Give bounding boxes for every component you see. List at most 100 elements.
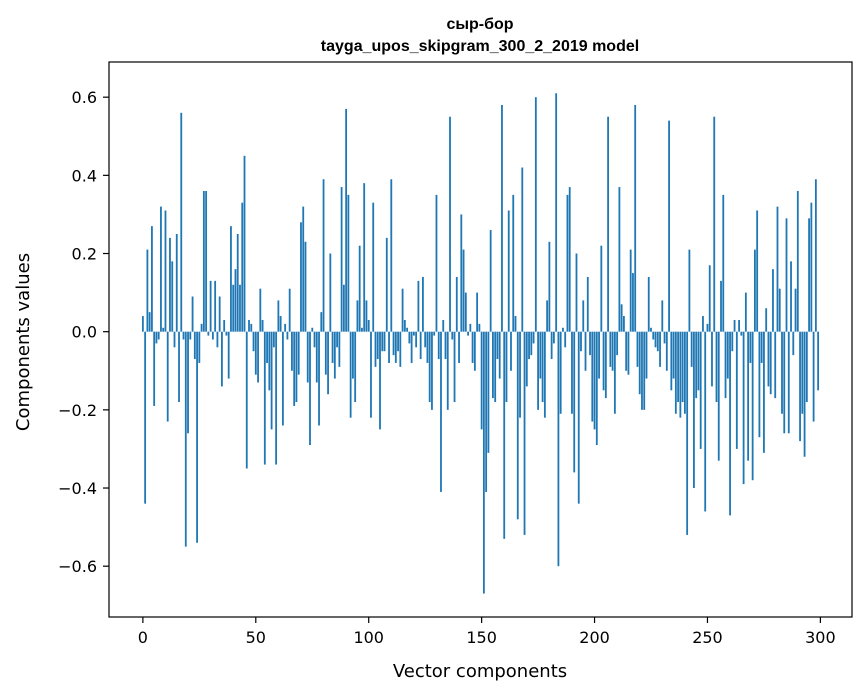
bar: [634, 104, 637, 332]
bar: [329, 253, 332, 332]
bar: [641, 331, 643, 410]
bar: [397, 331, 399, 352]
bar: [455, 276, 458, 332]
bar: [607, 116, 609, 332]
bar: [769, 331, 772, 395]
bar: [586, 276, 589, 332]
chart-title: сыр-бор: [446, 16, 513, 33]
bar: [160, 206, 162, 332]
bar: [266, 331, 268, 363]
bar: [501, 104, 503, 332]
bar: [239, 284, 241, 332]
bar: [478, 323, 481, 332]
bar: [776, 206, 779, 332]
bar: [496, 331, 499, 360]
bar: [767, 331, 770, 387]
bar: [772, 269, 774, 332]
bar: [306, 331, 309, 383]
bar: [611, 331, 614, 371]
bar: [643, 331, 646, 410]
bar: [293, 331, 296, 406]
bar: [318, 331, 320, 426]
bar: [735, 331, 738, 449]
bar: [758, 331, 761, 438]
bar: [320, 312, 323, 332]
bar: [557, 331, 560, 567]
bar: [252, 331, 255, 352]
bar-series: [141, 93, 820, 594]
bar: [702, 316, 704, 332]
bar: [426, 331, 429, 363]
bar: [383, 331, 386, 352]
bar: [458, 331, 460, 363]
bar: [202, 190, 205, 332]
bar: [412, 331, 415, 336]
bar: [327, 331, 329, 395]
x-axis-ticks: 0 50 100 150 200 250 300: [138, 617, 836, 647]
bar: [462, 249, 465, 332]
bar: [286, 331, 289, 340]
bar: [216, 331, 219, 348]
bar: [460, 214, 463, 332]
bar: [374, 331, 377, 367]
bar: [699, 331, 702, 449]
chart-subtitle: tayga_upos_skipgram_300_2_2019 model: [321, 38, 639, 55]
bar: [670, 331, 673, 391]
bar: [801, 331, 804, 414]
bar: [151, 226, 153, 332]
bar: [717, 331, 720, 461]
bar: [419, 331, 422, 360]
bar: [756, 210, 759, 332]
bar: [408, 331, 411, 344]
bar: [141, 316, 144, 332]
bar: [812, 331, 815, 422]
bar: [223, 319, 226, 332]
x-tick-label: 0: [138, 628, 148, 647]
bar: [469, 323, 472, 332]
bar: [394, 331, 397, 363]
bar: [568, 187, 571, 332]
bar: [512, 194, 515, 332]
bar: [708, 265, 711, 332]
bar: [349, 331, 352, 418]
bar: [492, 331, 494, 399]
x-tick-label: 250: [692, 628, 723, 647]
bar: [288, 288, 291, 332]
bar: [297, 331, 300, 375]
bar: [146, 249, 149, 332]
bar: [175, 233, 178, 332]
bar: [205, 190, 208, 332]
bar: [711, 331, 713, 387]
bar: [661, 300, 664, 332]
bar: [516, 331, 519, 520]
bar: [652, 331, 655, 340]
bar: [162, 327, 165, 332]
bar: [790, 261, 792, 332]
bar: [638, 331, 641, 395]
y-tick-label: −0.4: [58, 479, 97, 498]
bar: [338, 331, 341, 367]
bar: [191, 296, 194, 332]
bar: [184, 331, 187, 547]
bar: [814, 179, 817, 332]
bar: [164, 210, 167, 332]
bar: [510, 331, 512, 371]
bar: [232, 284, 235, 332]
bar: [211, 331, 214, 340]
bar: [227, 331, 230, 379]
bar: [315, 331, 318, 383]
bar: [446, 331, 449, 410]
bar: [575, 253, 578, 332]
bar: [336, 331, 338, 348]
bar: [148, 312, 151, 332]
bar: [279, 316, 282, 332]
bar: [781, 331, 783, 414]
bar: [659, 331, 661, 367]
bar: [636, 331, 639, 367]
y-tick-label: −0.2: [58, 401, 97, 420]
bar: [760, 331, 763, 363]
bar: [302, 206, 305, 332]
bar: [476, 292, 479, 332]
bar: [690, 331, 693, 367]
bar: [435, 194, 438, 332]
